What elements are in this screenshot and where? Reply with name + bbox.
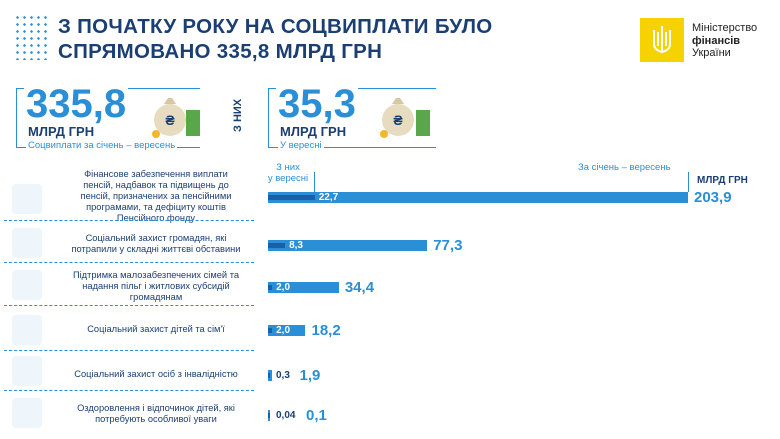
trident-emblem-icon: [640, 18, 684, 62]
total-value-label: 1,9: [299, 366, 321, 384]
total-summary-card: 335,8 МЛРД ГРН Соцвиплати за січень – ве…: [16, 82, 200, 151]
category-label-line: Оздоровлення і відпочинок дітей, які: [77, 403, 235, 413]
category-label-line: Фінансове забезпечення виплати: [84, 168, 228, 179]
september-bar: [268, 328, 273, 333]
total-value-label: 18,2: [311, 321, 341, 339]
total-bar: [268, 325, 306, 336]
category-label-line: пенсій, призначених за пенсійними: [80, 190, 232, 201]
row-separator: [4, 390, 254, 391]
ministry-logo: Міністерство фінансів України: [640, 18, 768, 62]
total-ref-line: [688, 172, 689, 192]
unit-header: МЛРД ГРН: [697, 175, 748, 186]
total-column-header: За січень – вересень: [578, 162, 671, 173]
category-label-line: пенсій, надбавок та підвищень до: [83, 179, 229, 190]
row-separator: [4, 220, 254, 221]
september-header-line-2: у вересні: [267, 173, 309, 184]
category-label-line: Підтримка малозабезпечених сімей та: [72, 269, 240, 280]
low-income-illustration-icon: [12, 270, 42, 300]
category-label: Підтримка малозабезпечених сімей та надан…: [56, 270, 256, 303]
total-bar: [268, 240, 428, 251]
september-value-label: 0,04: [276, 409, 296, 421]
total-caption: Соцвиплати за січень – вересень: [26, 140, 178, 151]
row-separator: [4, 305, 254, 306]
category-label-line: програмами, та дефіциту коштів: [86, 201, 226, 212]
september-bar: [268, 413, 270, 418]
category-label-line: Соціальний захист громадян, які: [85, 233, 227, 243]
total-value-label: 34,4: [344, 278, 375, 296]
category-label: Оздоровлення і відпочинок дітей, які потр…: [56, 403, 256, 425]
total-value-label: 0,1: [306, 406, 327, 424]
september-unit: МЛРД ГРН: [280, 124, 347, 139]
svg-text:₴: ₴: [393, 112, 403, 128]
total-bar: [268, 192, 688, 203]
september-column-header: З них у вересні: [260, 162, 316, 184]
money-bag-icon: ₴: [380, 98, 430, 138]
total-unit: МЛРД ГРН: [28, 124, 95, 139]
total-value-label: 77,3: [433, 236, 463, 254]
september-value-label: 8,3: [289, 239, 303, 251]
ministry-name: Міністерство фінансів України: [692, 22, 757, 60]
disability-illustration-icon: [12, 356, 42, 386]
pension-illustration-icon: [12, 184, 42, 214]
category-label: Соціальний захист осіб з інвалідністю: [56, 369, 256, 380]
page-title: З ПОЧАТКУ РОКУ НА СОЦВИПЛАТИ БУЛО СПРЯМО…: [58, 14, 493, 64]
row-separator: [4, 350, 254, 351]
row-separator: [4, 262, 254, 263]
september-bar: [268, 285, 273, 290]
logo-line-1: Міністерство: [692, 22, 758, 34]
of-which-label: З НИХ: [232, 98, 244, 132]
september-value-label: 22,7: [318, 191, 339, 203]
recreation-illustration-icon: [12, 398, 42, 428]
september-caption: У вересні: [278, 140, 324, 151]
category-label-line: надання пільг і житлових субсидій: [82, 280, 230, 291]
september-bar: [268, 243, 286, 248]
september-bar: [268, 195, 315, 200]
september-value-label: 0,3: [276, 369, 290, 381]
category-label: Соціальний захист громадян, які потрапили…: [56, 233, 256, 255]
logo-line-2: фінансів: [692, 34, 741, 47]
september-ref-line: [314, 172, 315, 194]
category-label-line: Соціальний захист дітей та сім'ї: [87, 323, 225, 334]
decorative-dot-grid: [14, 14, 50, 60]
title-line-2: СПРЯМОВАНО 335,8 МЛРД ГРН: [58, 40, 383, 63]
category-label-line: потрапили у складні життєві обставини: [71, 244, 241, 254]
category-label-line: Соціальний захист осіб з інвалідністю: [74, 368, 238, 379]
september-bar: [268, 373, 270, 378]
category-label: Фінансове забезпечення виплати пенсій, на…: [56, 169, 256, 224]
september-value-label: 2,0: [276, 281, 291, 293]
september-value-label: 2,0: [276, 324, 291, 336]
total-bar: [268, 282, 339, 293]
title-line-1: З ПОЧАТКУ РОКУ НА СОЦВИПЛАТИ БУЛО: [58, 15, 493, 38]
category-label: Соціальний захист дітей та сім'ї: [56, 324, 256, 335]
total-value-label: 203,9: [694, 188, 732, 206]
september-value: 35,3: [276, 82, 358, 126]
september-summary-card: 35,3 МЛРД ГРН У вересні ₴: [268, 82, 436, 151]
category-label-line: громадянам: [129, 291, 183, 302]
total-value: 335,8: [24, 82, 129, 126]
category-label-line: потребують особливої уваги: [95, 414, 217, 424]
logo-line-3: України: [692, 47, 731, 59]
money-bag-icon: ₴: [152, 98, 200, 138]
children-family-illustration-icon: [12, 315, 42, 345]
category-label-line: Пенсійного фонду: [116, 212, 196, 223]
september-header-line-1: З них: [276, 162, 300, 173]
crisis-illustration-icon: [12, 228, 42, 258]
svg-text:₴: ₴: [165, 112, 175, 128]
